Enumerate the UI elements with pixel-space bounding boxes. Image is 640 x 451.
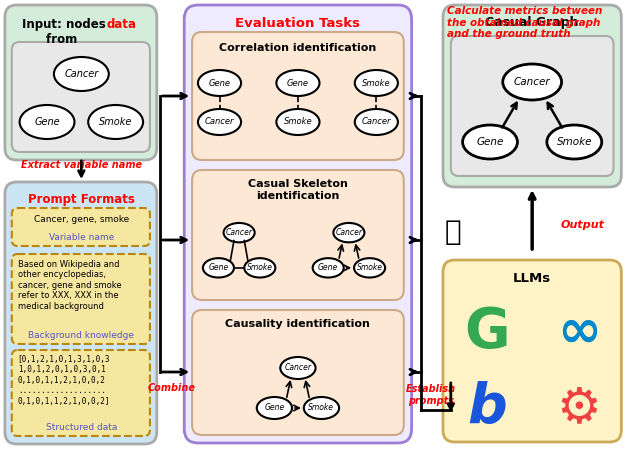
Text: [0,1,2,1,0,1,3,1,0,3
1,0,1,2,0,1,0,3,0,1
0,1,0,1,1,2,1,0,0,2
...................: [0,1,2,1,0,1,3,1,0,3 1,0,1,2,0,1,0,3,0,1… [18, 355, 110, 405]
Text: Cancer: Cancer [284, 364, 312, 373]
Text: Calculate metrics between
the obtained causal graph
and the ground truth: Calculate metrics between the obtained c… [447, 6, 602, 39]
Text: Gene: Gene [287, 78, 309, 87]
Ellipse shape [88, 105, 143, 139]
Ellipse shape [280, 357, 316, 379]
Text: Cancer: Cancer [335, 228, 362, 237]
Text: Cancer: Cancer [226, 228, 253, 237]
Text: Establish
prompts: Establish prompts [406, 384, 456, 406]
Text: Cancer: Cancer [205, 118, 234, 126]
FancyBboxPatch shape [192, 310, 404, 435]
Text: Smoke: Smoke [308, 404, 335, 413]
FancyBboxPatch shape [443, 260, 621, 442]
Text: ∞: ∞ [557, 306, 601, 358]
Text: Gene: Gene [209, 78, 230, 87]
Ellipse shape [198, 70, 241, 96]
Text: Prompt Formats: Prompt Formats [28, 193, 135, 206]
FancyBboxPatch shape [192, 32, 404, 160]
Text: Gene: Gene [264, 404, 285, 413]
Text: LLMs: LLMs [513, 272, 551, 285]
Text: Smoke: Smoke [284, 118, 312, 126]
Ellipse shape [203, 258, 234, 277]
Ellipse shape [463, 125, 518, 159]
Text: Smoke: Smoke [99, 117, 132, 127]
Text: Evaluation Tasks: Evaluation Tasks [236, 17, 360, 30]
Ellipse shape [276, 70, 319, 96]
Ellipse shape [333, 223, 364, 242]
FancyBboxPatch shape [451, 36, 614, 176]
Text: Combine: Combine [147, 383, 195, 393]
Ellipse shape [313, 258, 344, 277]
Ellipse shape [354, 258, 385, 277]
Text: ⚙: ⚙ [557, 384, 602, 432]
FancyBboxPatch shape [184, 5, 412, 443]
Text: Gene: Gene [318, 263, 339, 272]
FancyBboxPatch shape [12, 254, 150, 344]
Text: Structured data: Structured data [45, 423, 117, 433]
Text: Cancer, gene, smoke: Cancer, gene, smoke [34, 216, 129, 225]
Text: Correlation identification: Correlation identification [220, 43, 376, 53]
Text: Smoke: Smoke [356, 263, 383, 272]
Text: Casual Graph: Casual Graph [485, 16, 579, 29]
Text: Smoke: Smoke [557, 137, 592, 147]
Text: Gene: Gene [34, 117, 60, 127]
Ellipse shape [503, 64, 561, 100]
FancyBboxPatch shape [12, 208, 150, 246]
Text: Causality identification: Causality identification [225, 319, 371, 329]
Text: Output: Output [561, 220, 605, 230]
Ellipse shape [547, 125, 602, 159]
Ellipse shape [257, 397, 292, 419]
Text: G: G [464, 305, 510, 359]
Text: Gene: Gene [208, 263, 228, 272]
FancyBboxPatch shape [12, 350, 150, 436]
FancyBboxPatch shape [12, 42, 150, 152]
Ellipse shape [223, 223, 255, 242]
Text: Extract variable name: Extract variable name [20, 160, 142, 170]
Text: Gene: Gene [476, 137, 504, 147]
Ellipse shape [276, 109, 319, 135]
Text: Variable name: Variable name [49, 234, 114, 243]
Ellipse shape [244, 258, 275, 277]
Text: Cancer: Cancer [64, 69, 99, 79]
FancyBboxPatch shape [443, 5, 621, 187]
Ellipse shape [20, 105, 74, 139]
Text: Input: nodes
from: Input: nodes from [22, 18, 106, 46]
Ellipse shape [304, 397, 339, 419]
Text: Cancer: Cancer [362, 118, 391, 126]
Ellipse shape [54, 57, 109, 91]
Text: Background knowledge: Background knowledge [28, 331, 134, 340]
Text: 🤖: 🤖 [444, 218, 461, 246]
Text: b: b [467, 381, 507, 435]
Ellipse shape [355, 109, 398, 135]
Text: data: data [107, 18, 137, 31]
FancyBboxPatch shape [5, 5, 157, 160]
Text: Cancer: Cancer [514, 77, 550, 87]
Text: Based on Wikipedia and
other encyclopedias,
cancer, gene and smoke
refer to XXX,: Based on Wikipedia and other encyclopedi… [18, 260, 121, 311]
Text: Smoke: Smoke [247, 263, 273, 272]
Ellipse shape [355, 70, 398, 96]
Text: Smoke: Smoke [362, 78, 390, 87]
FancyBboxPatch shape [192, 170, 404, 300]
Ellipse shape [198, 109, 241, 135]
FancyBboxPatch shape [5, 182, 157, 444]
Text: Casual Skeleton
identification: Casual Skeleton identification [248, 179, 348, 201]
